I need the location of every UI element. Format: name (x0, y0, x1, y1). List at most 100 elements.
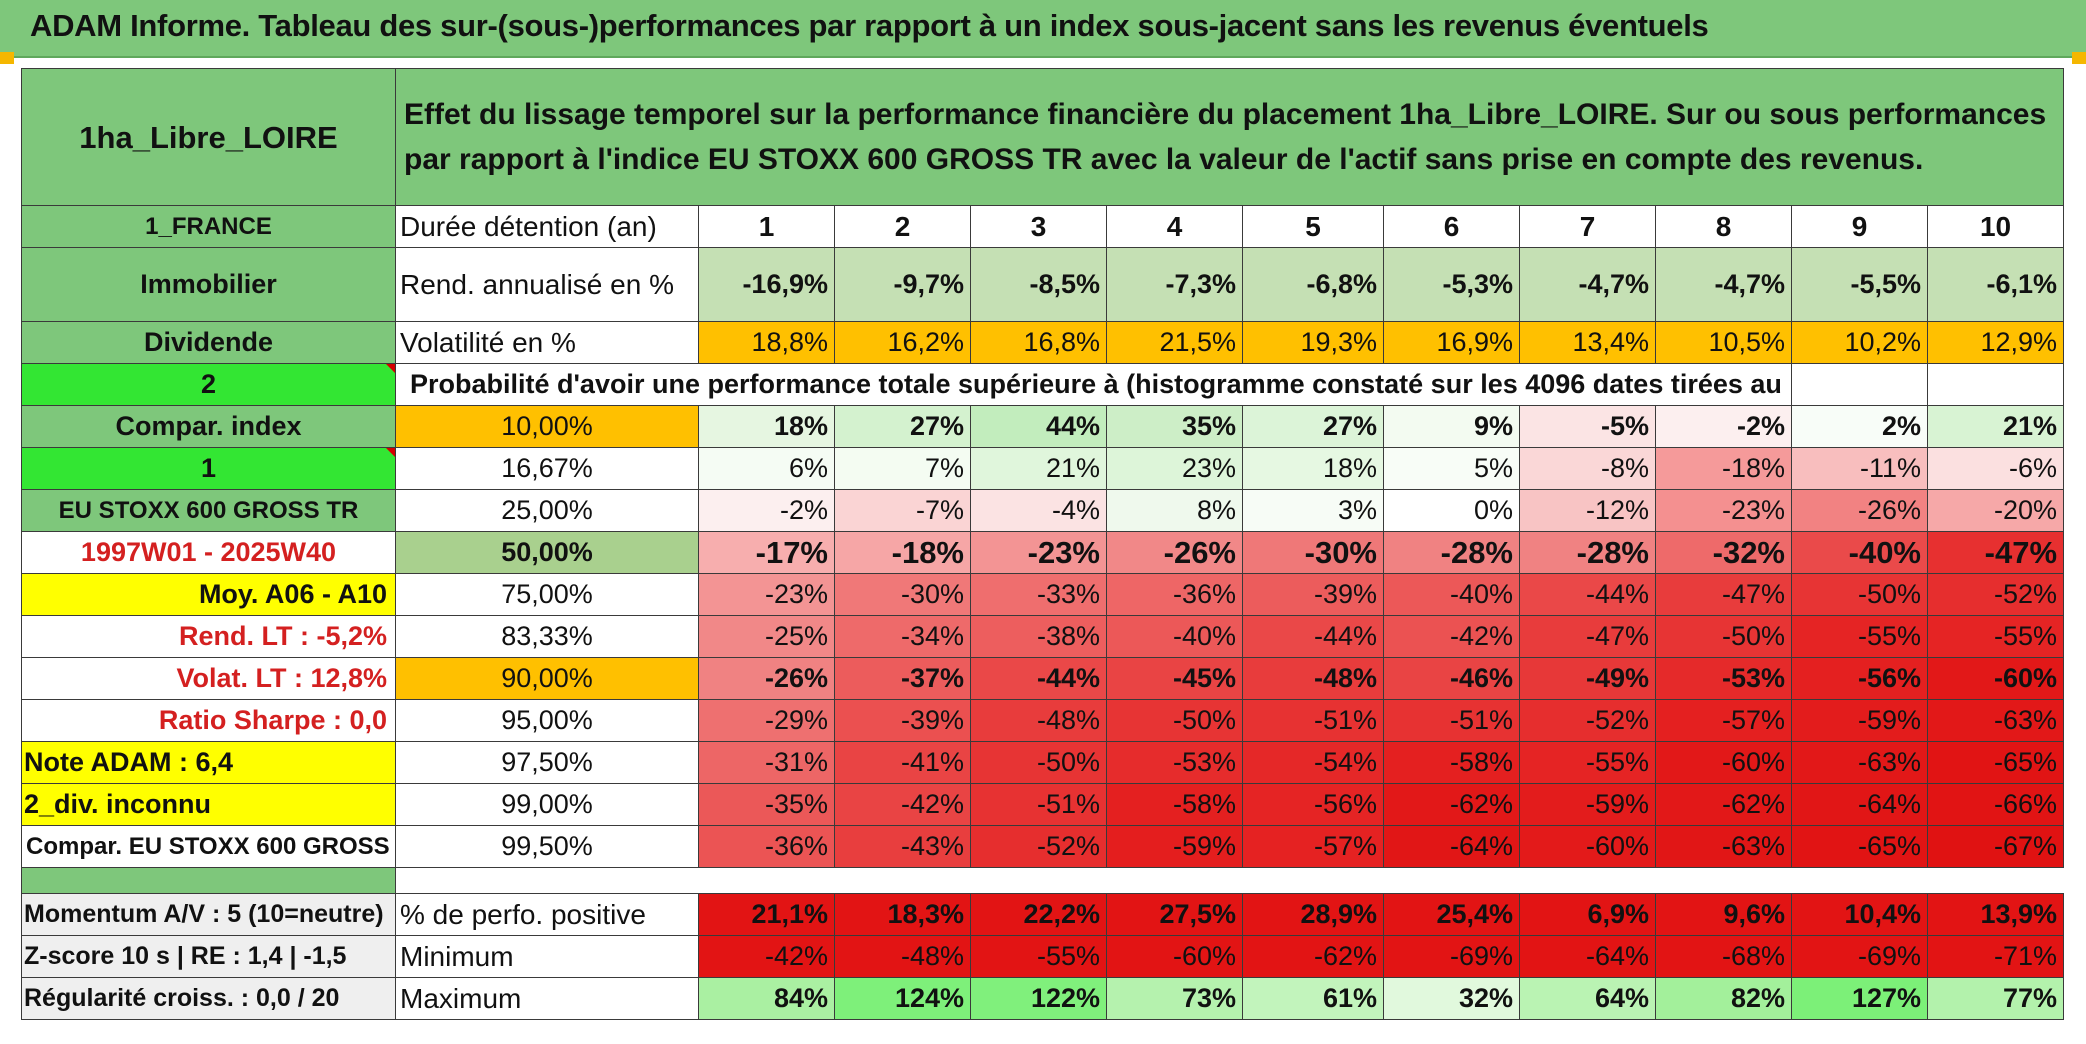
quantile-level: 99,50% (395, 825, 699, 868)
annual-return-cell: -5,3% (1383, 247, 1520, 322)
quantile-cell: -42% (1383, 615, 1520, 658)
quantile-cell: 44% (970, 405, 1107, 448)
year-header: 6 (1383, 205, 1520, 248)
quantile-row: 2_div. inconnu 99,00% -35% -42% -51% -58% -56%… (21, 783, 2065, 826)
quantile-cell: -62% (1655, 783, 1792, 826)
quantile-cell: 27% (1242, 405, 1384, 448)
quantile-level: 16,67% (395, 447, 699, 490)
quantile-row: Volat. LT : 12,8% 90,00% -26% -37% -44% -45% -… (21, 657, 2065, 700)
quantile-cell: -31% (698, 741, 835, 784)
stats-label: Régularité croiss. : 0,0 / 20 (21, 977, 396, 1020)
year-header: 3 (970, 205, 1107, 248)
quantile-cell: -47% (1519, 615, 1656, 658)
quantile-cell: -47% (1655, 573, 1792, 616)
quantile-cell: -44% (1519, 573, 1656, 616)
stats-cell: -69% (1791, 935, 1928, 978)
header-row: 1_FRANCE Durée détention (an) 1 2 3 4 5 … (21, 205, 2065, 248)
quantile-cell: -2% (1655, 405, 1792, 448)
stats-cell: 61% (1242, 977, 1384, 1020)
quantile-row-label: Compar. index (21, 405, 396, 448)
stats-cell: -55% (970, 935, 1107, 978)
quantile-cell: -33% (970, 573, 1107, 616)
annual-return-cell: -9,7% (834, 247, 971, 322)
quantile-cell: -51% (1383, 699, 1520, 742)
stats-cell: 127% (1791, 977, 1928, 1020)
quantile-cell: -57% (1242, 825, 1384, 868)
quantile-cell: -12% (1519, 489, 1656, 532)
quantile-cell: -34% (834, 615, 971, 658)
quantile-cell: -52% (970, 825, 1107, 868)
volatility-cell: 10,5% (1655, 321, 1792, 364)
quantile-cell: 0% (1383, 489, 1520, 532)
year-header: 5 (1242, 205, 1384, 248)
quantile-cell: -57% (1655, 699, 1792, 742)
quantile-cell: -50% (1791, 573, 1928, 616)
quantile-cell: -44% (1242, 615, 1384, 658)
quantile-cell: -45% (1106, 657, 1243, 700)
quantile-row-label[interactable]: 1 (21, 447, 396, 490)
quantile-cell: 21% (970, 447, 1107, 490)
quantile-row-label: Note ADAM : 6,4 (21, 741, 396, 784)
stats-cell: 25,4% (1383, 893, 1520, 936)
quantile-cell: -6% (1926, 447, 2065, 490)
quantile-cell: -66% (1926, 783, 2065, 826)
quantile-cell: -17% (698, 531, 835, 574)
annual-return-cell: -16,9% (698, 247, 835, 322)
quantile-level: 25,00% (395, 489, 699, 532)
quantile-cell: 7% (834, 447, 971, 490)
volatility-cell: 16,9% (1383, 321, 1520, 364)
quantile-row-label: EU STOXX 600 GROSS TR (21, 489, 396, 532)
quantile-level: 99,00% (395, 783, 699, 826)
stats-cell: 32% (1383, 977, 1520, 1020)
year-header: 8 (1655, 205, 1792, 248)
year-header: 1 (698, 205, 835, 248)
quantile-row-label: Compar. EU STOXX 600 GROSS TR (21, 825, 396, 868)
corner-marker (0, 52, 14, 64)
stats-cell: 9,6% (1655, 893, 1792, 936)
quantile-cell: -23% (1655, 489, 1792, 532)
empty-cell (1926, 363, 2065, 406)
quantile-level: 10,00% (395, 405, 699, 448)
title-row: 1ha_Libre_LOIRE Effet du lissage tempore… (21, 68, 2065, 206)
quantile-cell: 21% (1926, 405, 2065, 448)
quantile-cell: -55% (1519, 741, 1656, 784)
quantile-cell: 18% (698, 405, 835, 448)
quantile-cell: -32% (1655, 531, 1792, 574)
stats-cell: 84% (698, 977, 835, 1020)
volatility-row: Dividende Volatilité en % 18,8% 16,2% 16… (21, 321, 2065, 364)
volatility-cell: 12,9% (1926, 321, 2065, 364)
quantile-cell: -30% (1242, 531, 1384, 574)
report-title-bar: ADAM Informe. Tableau des sur-(sous-)per… (0, 0, 2086, 58)
stats-label: Momentum A/V : 5 (10=neutre) (21, 893, 396, 936)
probability-row: 2 Probabilité d'avoir une performance to… (21, 363, 2065, 406)
quantile-level: 75,00% (395, 573, 699, 616)
annual-return-row: Immobilier Rend. annualisé en % -16,9% -… (21, 247, 2065, 322)
parameter-cell[interactable]: 2 (21, 363, 396, 406)
quantile-cell: -43% (834, 825, 971, 868)
quantile-cell: -25% (698, 615, 835, 658)
performance-sheet: 1ha_Libre_LOIRE Effet du lissage tempore… (21, 68, 2065, 1020)
quantile-cell: -63% (1655, 825, 1792, 868)
stats-cell: 82% (1655, 977, 1792, 1020)
quantile-cell: -18% (1655, 447, 1792, 490)
empty-cell (1791, 363, 1928, 406)
quantile-row-label: Volat. LT : 12,8% (21, 657, 396, 700)
year-header: 7 (1519, 205, 1656, 248)
quantile-cell: -56% (1791, 657, 1928, 700)
report-title: ADAM Informe. Tableau des sur-(sous-)per… (30, 8, 1709, 43)
stats-cell: 21,1% (698, 893, 835, 936)
quantile-cell: -37% (834, 657, 971, 700)
quantile-cell: -41% (834, 741, 971, 784)
quantile-row-label: Moy. A06 - A10 (21, 573, 396, 616)
year-header: 9 (1791, 205, 1928, 248)
performance-table: 1ha_Libre_LOIRE Effet du lissage tempore… (21, 68, 2065, 1020)
quantile-cell: -54% (1242, 741, 1384, 784)
quantile-cell: -40% (1106, 615, 1243, 658)
duration-label: Durée détention (an) (395, 205, 699, 248)
stats-cell: -48% (834, 935, 971, 978)
quantile-cell: -36% (1106, 573, 1243, 616)
quantile-cell: -47% (1926, 531, 2065, 574)
stats-cell: 124% (834, 977, 971, 1020)
quantile-level: 97,50% (395, 741, 699, 784)
quantile-level: 50,00% (395, 531, 699, 574)
